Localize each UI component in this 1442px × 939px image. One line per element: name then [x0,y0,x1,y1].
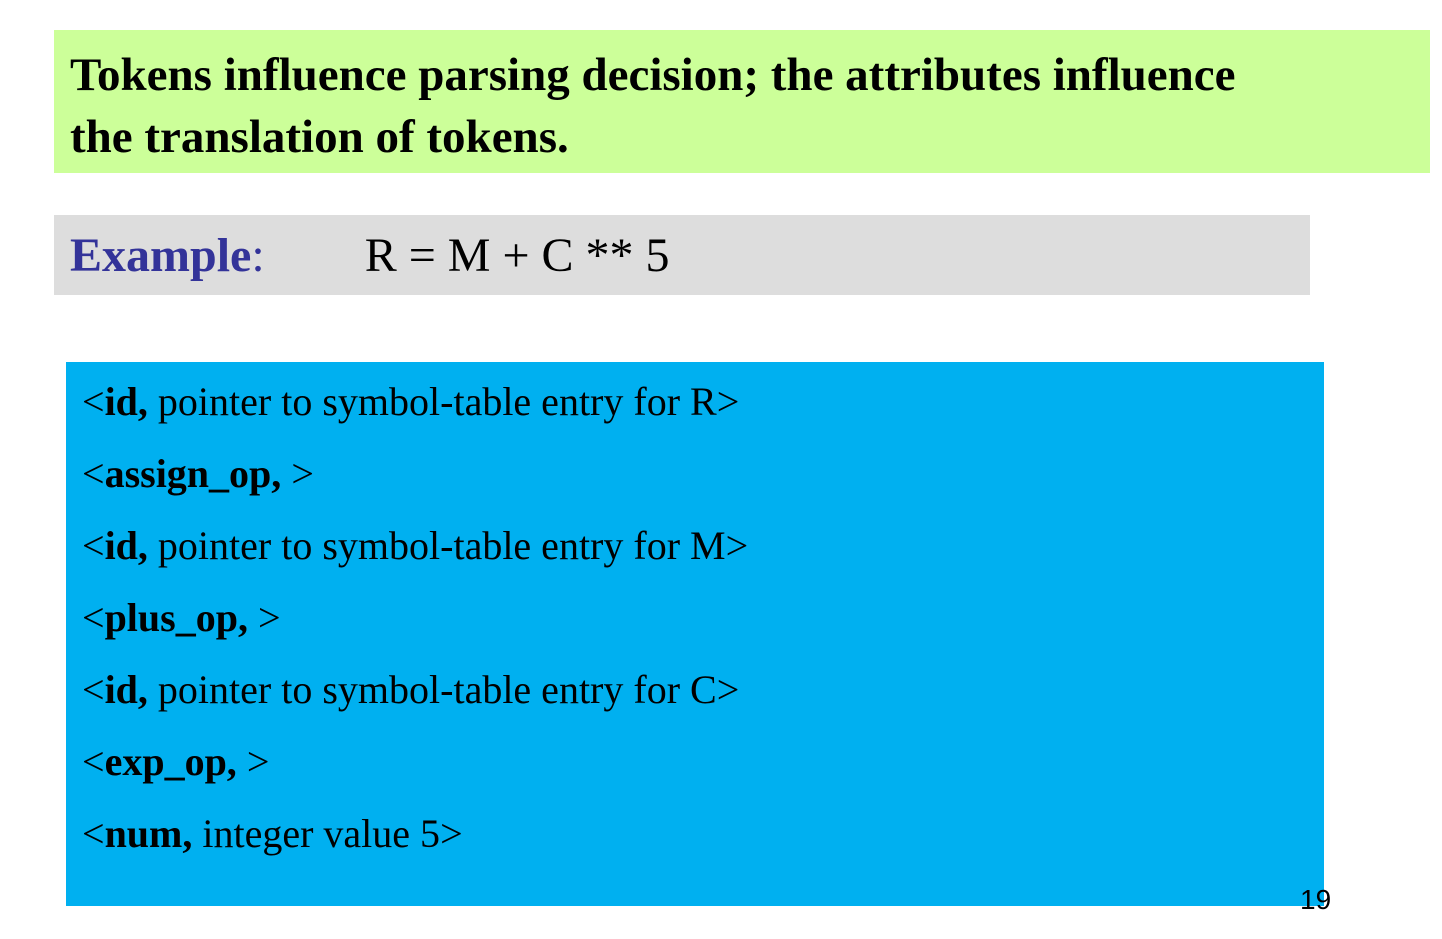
token-row-id-r: <id, pointer to symbol-table entry for R… [82,362,1324,441]
token-name: id, [104,379,148,424]
token-attribute: pointer to symbol-table entry for M [147,523,726,568]
token-open-bracket: < [82,451,105,496]
token-row-plus-op: <plus_op, > [82,578,1324,657]
token-open-bracket: < [82,523,105,568]
token-name: assign_op, [104,451,292,496]
token-name: num, [104,811,193,856]
token-close-bracket: > [725,523,749,568]
token-row-num: <num, integer value 5> [82,794,1324,873]
token-close-bracket: > [716,379,740,424]
example-label: Example [70,228,252,282]
token-row-exp-op: <exp_op, > [82,722,1324,801]
example-banner: Example: R = M + C ** 5 [54,215,1310,295]
token-open-bracket: < [82,667,105,712]
title-banner: Tokens influence parsing decision; the a… [54,30,1430,173]
slide-title-line-1: Tokens influence parsing decision; the a… [70,49,1236,101]
token-row-id-m: <id, pointer to symbol-table entry for M… [82,506,1324,585]
token-attribute: pointer to symbol-table entry for R [147,379,717,424]
token-attribute: integer value 5 [192,811,441,856]
token-close-bracket: > [440,811,463,856]
token-open-bracket: < [82,739,105,784]
token-attribute: pointer to symbol-table entry for C [147,667,717,712]
token-open-bracket: < [82,595,105,640]
token-name: plus_op, [104,595,258,640]
token-row-assign-op: <assign_op, > [82,434,1324,513]
token-close-bracket: > [716,667,740,712]
token-list: <id, pointer to symbol-table entry for R… [66,362,1324,906]
token-close-bracket: > [257,595,281,640]
example-colon: : [251,228,265,282]
token-close-bracket: > [291,451,314,496]
slide-title: Tokens influence parsing decision; the a… [70,44,1414,168]
example-expression: R = M + C ** 5 [364,228,670,282]
token-row-id-c: <id, pointer to symbol-table entry for C… [82,650,1324,729]
token-name: id, [104,523,148,568]
token-name: id, [104,667,148,712]
token-close-bracket: > [246,739,270,784]
token-open-bracket: < [82,379,105,424]
page-number: 19 [1300,884,1332,915]
slide-title-line-2: the translation of tokens. [70,111,569,163]
token-open-bracket: < [82,811,105,856]
token-name: exp_op, [104,739,247,784]
